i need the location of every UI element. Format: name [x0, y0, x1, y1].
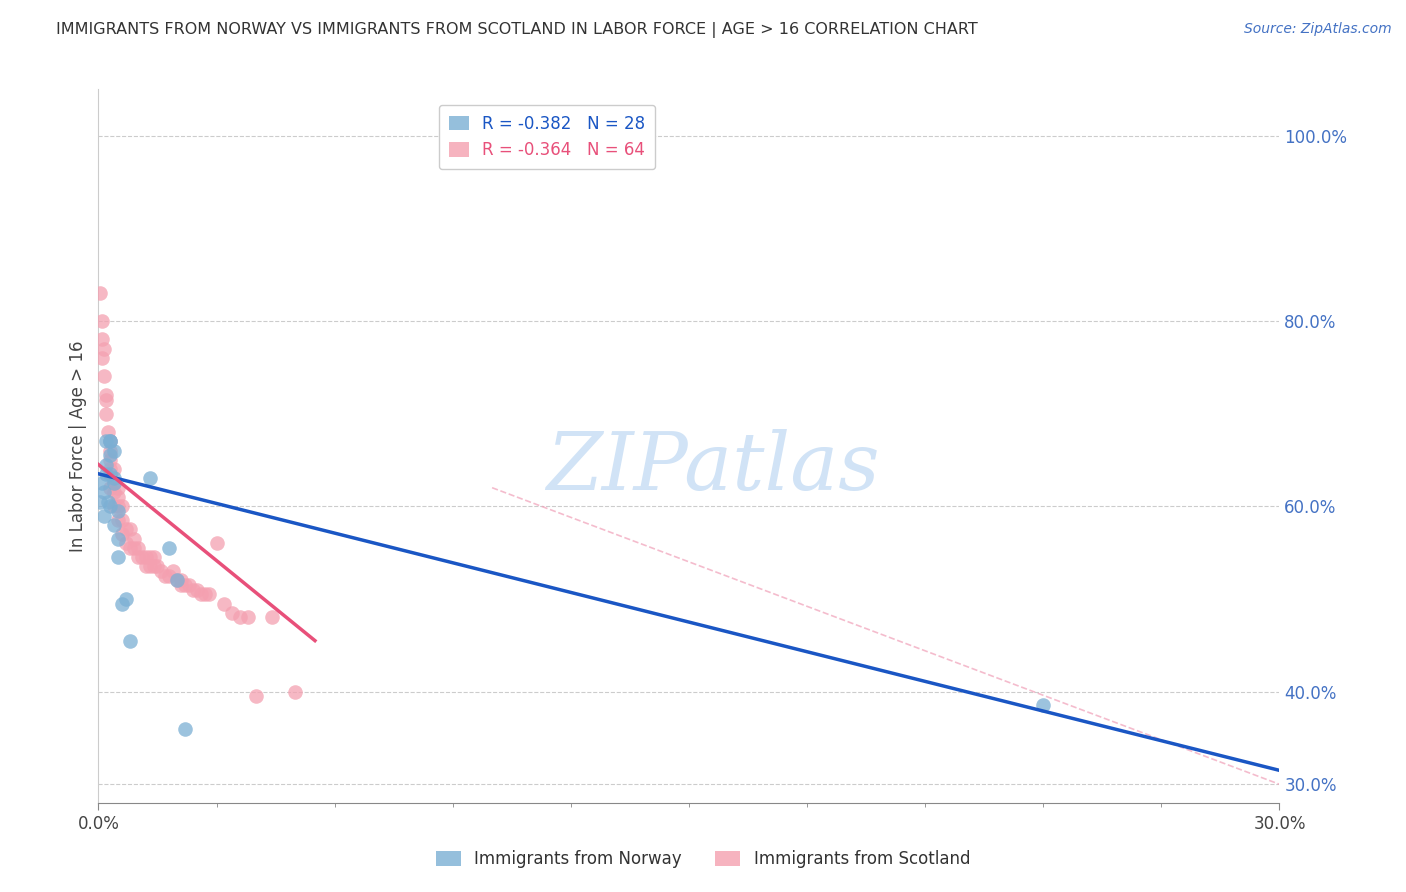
Point	[142, 550, 165, 565]
Point	[107, 481, 129, 495]
Point	[93, 485, 115, 500]
Text: Source: ZipAtlas.com: Source: ZipAtlas.com	[1244, 22, 1392, 37]
Point	[157, 568, 180, 582]
Point	[174, 722, 197, 736]
Point	[93, 342, 115, 356]
Point	[138, 550, 160, 565]
Text: ZIPatlas: ZIPatlas	[546, 429, 879, 506]
Point	[98, 453, 121, 467]
Point	[111, 513, 134, 527]
Point	[166, 574, 188, 588]
Point	[93, 508, 115, 523]
Point	[107, 513, 129, 527]
Point	[96, 392, 118, 407]
Point	[98, 467, 121, 481]
Point	[245, 690, 267, 704]
Point	[146, 559, 169, 574]
Point	[142, 559, 165, 574]
Point	[131, 550, 153, 565]
Point	[157, 541, 180, 555]
Point	[127, 550, 149, 565]
Point	[97, 494, 120, 508]
Point	[91, 333, 114, 347]
Point	[135, 550, 157, 565]
Point	[98, 434, 121, 449]
Point	[96, 467, 118, 481]
Point	[98, 462, 121, 476]
Legend: R = -0.382   N = 28, R = -0.364   N = 64: R = -0.382 N = 28, R = -0.364 N = 64	[439, 104, 655, 169]
Point	[138, 471, 160, 485]
Point	[205, 536, 228, 550]
Point	[1032, 698, 1054, 713]
Point	[155, 568, 177, 582]
Point	[190, 587, 212, 601]
Point	[111, 597, 134, 611]
Point	[107, 532, 129, 546]
Point	[177, 578, 200, 592]
Point	[260, 610, 283, 624]
Point	[122, 532, 145, 546]
Point	[107, 550, 129, 565]
Point	[89, 286, 111, 301]
Point	[96, 434, 118, 449]
Point	[194, 587, 217, 601]
Point	[122, 541, 145, 555]
Point	[170, 578, 193, 592]
Point	[98, 434, 121, 449]
Point	[98, 481, 121, 495]
Point	[111, 500, 134, 514]
Point	[89, 494, 111, 508]
Point	[98, 448, 121, 462]
Point	[150, 564, 173, 578]
Point	[118, 523, 141, 537]
Point	[103, 443, 125, 458]
Point	[98, 500, 121, 514]
Y-axis label: In Labor Force | Age > 16: In Labor Force | Age > 16	[69, 340, 87, 552]
Point	[229, 610, 252, 624]
Point	[96, 458, 118, 472]
Point	[236, 610, 259, 624]
Point	[91, 314, 114, 328]
Point	[103, 485, 125, 500]
Point	[103, 476, 125, 491]
Point	[103, 462, 125, 476]
Point	[98, 443, 121, 458]
Point	[127, 541, 149, 555]
Point	[107, 500, 129, 514]
Point	[115, 523, 138, 537]
Point	[135, 559, 157, 574]
Point	[107, 504, 129, 518]
Point	[111, 527, 134, 541]
Point	[107, 490, 129, 504]
Point	[103, 517, 125, 532]
Point	[103, 500, 125, 514]
Point	[103, 476, 125, 491]
Legend: Immigrants from Norway, Immigrants from Scotland: Immigrants from Norway, Immigrants from …	[429, 844, 977, 875]
Point	[93, 369, 115, 384]
Point	[91, 476, 114, 491]
Point	[115, 536, 138, 550]
Point	[97, 425, 120, 439]
Point	[170, 574, 193, 588]
Point	[115, 591, 138, 606]
Point	[181, 582, 204, 597]
Text: IMMIGRANTS FROM NORWAY VS IMMIGRANTS FROM SCOTLAND IN LABOR FORCE | AGE > 16 COR: IMMIGRANTS FROM NORWAY VS IMMIGRANTS FRO…	[56, 22, 979, 38]
Point	[138, 559, 160, 574]
Point	[221, 606, 243, 620]
Point	[284, 684, 307, 698]
Point	[197, 587, 219, 601]
Point	[118, 633, 141, 648]
Point	[162, 564, 184, 578]
Point	[91, 351, 114, 365]
Point	[118, 541, 141, 555]
Point	[103, 471, 125, 485]
Point	[174, 578, 197, 592]
Point	[96, 388, 118, 402]
Point	[186, 582, 208, 597]
Point	[166, 574, 188, 588]
Point	[98, 434, 121, 449]
Point	[214, 597, 236, 611]
Point	[96, 407, 118, 421]
